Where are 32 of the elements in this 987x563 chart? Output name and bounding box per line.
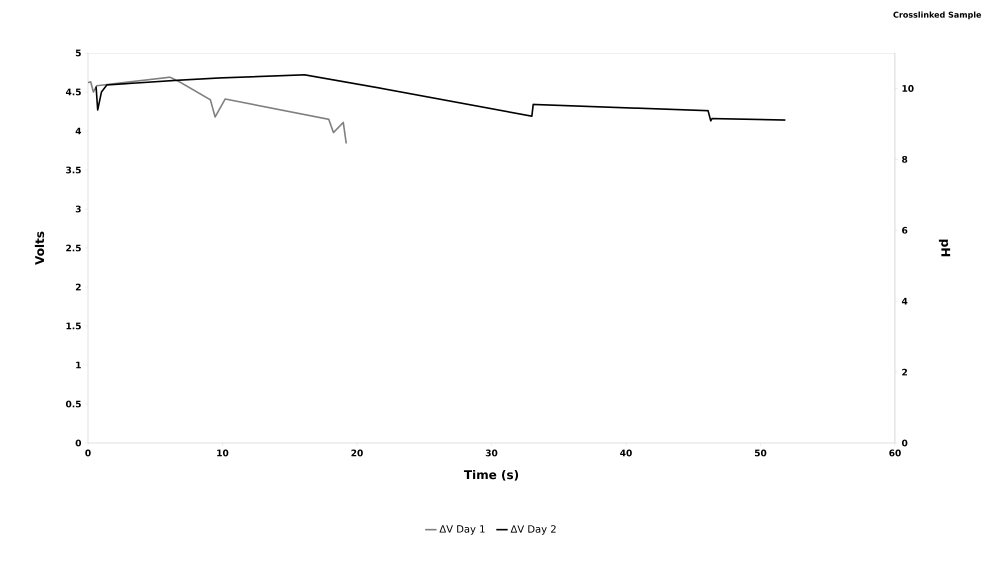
x-tick-label: 60 (889, 450, 901, 456)
legend-label: ΔV Day 1 (439, 525, 485, 535)
y-tick-label: 2.5 (66, 244, 81, 252)
y-tick-label: 0 (76, 440, 82, 446)
y-tick-label: 1 (76, 362, 81, 368)
x-axis-title: Time (s) (464, 470, 518, 481)
y-tick-label: 1.5 (66, 322, 81, 330)
x-tick-label: 20 (351, 450, 363, 456)
y2-tick-label: 10 (902, 85, 914, 92)
y-tick-label: 3.5 (66, 166, 81, 174)
x-tick-label: 0 (85, 450, 91, 456)
y2-tick-label: 2 (902, 368, 908, 376)
y-tick-label: 4.5 (66, 88, 81, 96)
line-series (88, 76, 348, 144)
x-tick-label: 50 (754, 450, 766, 456)
y-axis-title: Volts (34, 232, 44, 265)
y-tick-label: 5 (76, 50, 81, 56)
y-tick-label: 2 (76, 284, 81, 290)
text: Crosslinked Sample (893, 12, 982, 20)
x-tick-label: 30 (486, 450, 498, 456)
legend-label: ΔV Day 2 (510, 525, 556, 535)
y-tick-label: 0.5 (66, 400, 81, 408)
y2-tick-label: 4 (902, 298, 908, 304)
x-tick-label: 40 (620, 450, 632, 456)
line-series (95, 74, 786, 122)
y2-tick-label: 0 (902, 440, 908, 446)
y2-tick-label: 8 (902, 156, 908, 163)
x-tick-label: 10 (217, 450, 228, 456)
y-tick-label: 3 (76, 206, 81, 212)
y-tick-label: 4 (76, 128, 82, 134)
y2-axis-title: pH (938, 240, 950, 256)
y2-tick-label: 6 (902, 226, 908, 234)
